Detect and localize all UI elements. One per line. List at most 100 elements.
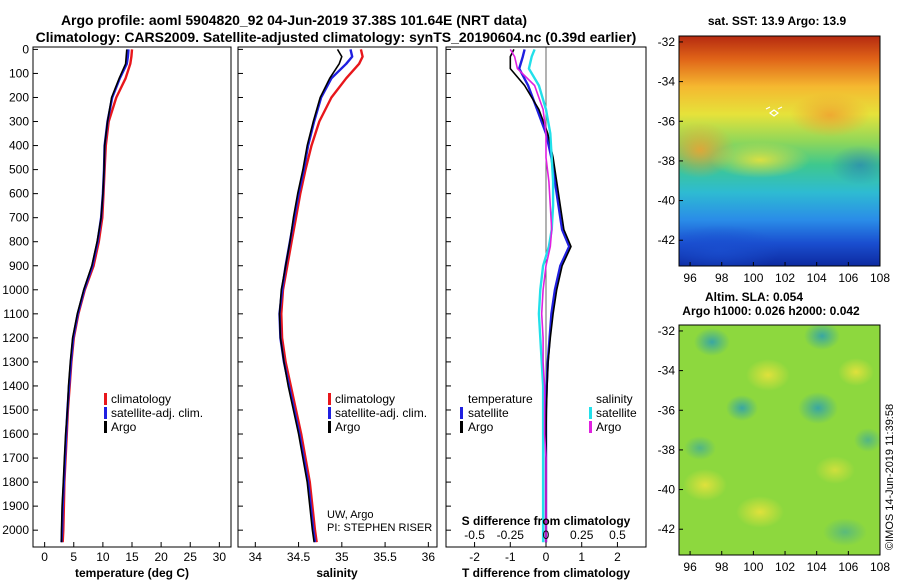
map-y-tick-label: -34 bbox=[658, 364, 676, 378]
x-tick-label: 25 bbox=[184, 550, 198, 564]
map-y-tick-label: -32 bbox=[658, 35, 676, 49]
depth-tick-label: 400 bbox=[9, 139, 29, 153]
difference-y-tickmarks bbox=[446, 48, 451, 531]
legend-s-satellite-label: satellite bbox=[596, 406, 637, 420]
legend-t-argo-swatch bbox=[460, 421, 463, 433]
map-x-tick-label: 102 bbox=[775, 271, 795, 285]
map-y-tick-label: -34 bbox=[658, 75, 676, 89]
legend-climatology-swatch bbox=[328, 393, 331, 405]
salinity-axes bbox=[237, 46, 438, 548]
map-y-tick-label: -38 bbox=[658, 154, 676, 168]
legend-salinity-header: salinity bbox=[596, 392, 633, 406]
salinity-xlabel: salinity bbox=[316, 566, 358, 580]
depth-tick-label: 2000 bbox=[2, 523, 29, 537]
title-line-2: Climatology: CARS2009. Satellite-adjuste… bbox=[36, 29, 637, 45]
x-tick-label: 30 bbox=[213, 550, 227, 564]
x-tick-label: -1 bbox=[505, 550, 516, 564]
legend-satellite-label: satellite-adj. clim. bbox=[111, 406, 203, 420]
pi-annotation-1: UW, Argo bbox=[327, 509, 373, 521]
map-x-tick-label: 100 bbox=[743, 560, 763, 574]
salinity-panel: 34 34.5 35 35.5 36 salinity climatology sate… bbox=[237, 46, 438, 580]
x-tick-label: 36 bbox=[422, 550, 436, 564]
x-tick-label: 34 bbox=[249, 550, 263, 564]
sla-low-anomaly bbox=[684, 436, 716, 460]
depth-tick-label: 1200 bbox=[2, 331, 29, 345]
depth-tick-label: 1800 bbox=[2, 475, 29, 489]
sla-low-anomaly bbox=[804, 325, 840, 350]
map-x-tick-label: 102 bbox=[775, 560, 795, 574]
sla-low-anomaly bbox=[823, 518, 867, 546]
sst-cool-anomaly bbox=[679, 225, 780, 266]
sla-high-anomaly bbox=[683, 469, 727, 501]
depth-tick-label: 1900 bbox=[2, 499, 29, 513]
depth-tick-label: 1700 bbox=[2, 451, 29, 465]
map-x-tick-label: 106 bbox=[838, 271, 858, 285]
legend-argo-swatch bbox=[328, 421, 331, 433]
legend-climatology-swatch bbox=[104, 393, 107, 405]
map-y-tick-label: -36 bbox=[658, 403, 676, 417]
sla-low-anomaly bbox=[726, 395, 758, 421]
legend-t-argo-label: Argo bbox=[468, 420, 494, 434]
sla-map-panel: Altim. SLA: 0.054 Argo h1000: 0.026 h200… bbox=[658, 290, 891, 574]
map-x-tick-label: 104 bbox=[807, 560, 827, 574]
series-argo bbox=[60, 49, 128, 543]
s-tick-label: 0.25 bbox=[570, 528, 594, 542]
map-y-tick-label: -36 bbox=[658, 114, 676, 128]
salinity-y-tickmarks bbox=[238, 48, 243, 531]
x-tick-label: 0 bbox=[543, 550, 550, 564]
depth-tick-label: 1600 bbox=[2, 427, 29, 441]
depth-tick-label: 700 bbox=[9, 211, 29, 225]
depth-tick-label: 1400 bbox=[2, 379, 29, 393]
x-tick-label: -2 bbox=[469, 550, 480, 564]
temperature-xlabel: temperature (deg C) bbox=[75, 566, 189, 580]
legend-climatology-label: climatology bbox=[335, 392, 395, 406]
argo-position-marker bbox=[765, 106, 783, 117]
salinity-legend: climatology satellite-adj. clim. Argo bbox=[328, 392, 427, 434]
series-t-argo bbox=[509, 49, 572, 543]
sst-map-frame bbox=[678, 35, 881, 267]
depth-tick-label: 1000 bbox=[2, 283, 29, 297]
difference-legend: temperature salinity satellite Argo sate… bbox=[460, 392, 637, 434]
salinity-x-ticks: 34 34.5 35 35.5 36 bbox=[249, 542, 436, 564]
depth-tick-label: 900 bbox=[9, 259, 29, 273]
depth-tick-label: 100 bbox=[9, 66, 29, 80]
sst-map-ticks: 96 98 100 102 104 106 108 -32 -34 -36 -38 -40 -42 bbox=[658, 35, 891, 285]
pi-annotation-2: PI: STEPHEN RISER bbox=[327, 522, 432, 534]
depth-ticks: 0 100 200 300 400 500 600 700 800 900 1000 1100 1200… bbox=[2, 42, 38, 537]
legend-satellite-swatch bbox=[104, 407, 107, 419]
sst-cool-anomaly bbox=[830, 145, 880, 185]
x-tick-label: 34.5 bbox=[287, 550, 311, 564]
difference-panel: -2 -1 0 1 2 T difference from climatology S … bbox=[445, 46, 647, 580]
map-y-tick-label: -32 bbox=[658, 324, 676, 338]
legend-argo-swatch bbox=[104, 421, 107, 433]
map-x-tick-label: 96 bbox=[683, 560, 697, 574]
temperature-axes bbox=[32, 46, 232, 548]
difference-x-ticks: -2 -1 0 1 2 bbox=[469, 542, 621, 564]
s-tick-label: -0.5 bbox=[464, 528, 485, 542]
map-y-tick-label: -40 bbox=[658, 483, 676, 497]
sst-warm-anomaly bbox=[790, 93, 870, 137]
map-x-tick-label: 98 bbox=[715, 560, 729, 574]
x-tick-label: 35 bbox=[335, 550, 349, 564]
x-tick-label: 20 bbox=[154, 550, 168, 564]
x-tick-label: 0 bbox=[41, 550, 48, 564]
depth-tick-label: 1100 bbox=[3, 307, 29, 321]
map-y-tick-label: -38 bbox=[658, 443, 676, 457]
x-tick-label: 35.5 bbox=[373, 550, 397, 564]
sst-heatmap bbox=[679, 36, 880, 266]
temperature-lines bbox=[60, 49, 134, 543]
legend-satellite-swatch bbox=[328, 407, 331, 419]
salinity-lines bbox=[278, 48, 364, 543]
series-s-argo bbox=[509, 48, 553, 543]
depth-tick-label: 1300 bbox=[2, 355, 29, 369]
title-line-1: Argo profile: aoml 5904820_92 04-Jun-201… bbox=[61, 12, 527, 28]
map-y-tick-label: -42 bbox=[658, 233, 676, 247]
sla-high-anomaly bbox=[746, 359, 790, 391]
map-x-tick-label: 106 bbox=[838, 560, 858, 574]
legend-satellite-label: satellite-adj. clim. bbox=[335, 406, 427, 420]
s-difference-ticks: -0.5 -0.25 0 0.25 0.5 bbox=[464, 528, 626, 542]
difference-lines bbox=[509, 48, 572, 543]
temperature-legend: climatology satellite-adj. clim. Argo bbox=[104, 392, 203, 434]
depth-tick-label: 600 bbox=[9, 187, 29, 201]
